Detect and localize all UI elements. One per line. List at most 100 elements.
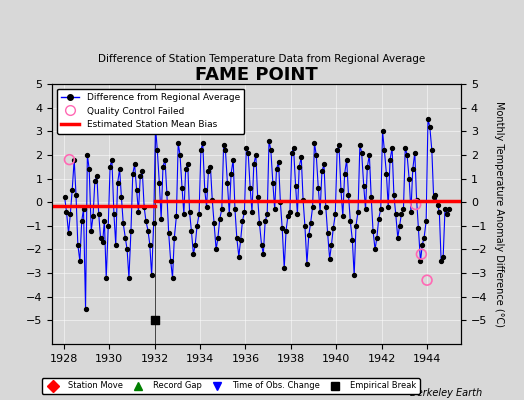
Point <box>144 227 152 234</box>
Point <box>425 123 434 130</box>
Point <box>231 206 239 212</box>
Point <box>223 180 232 186</box>
Legend: Difference from Regional Average, Quality Control Failed, Estimated Station Mean: Difference from Regional Average, Qualit… <box>57 88 245 134</box>
Point <box>125 275 133 281</box>
Point <box>272 166 281 172</box>
Point <box>176 152 184 158</box>
Point <box>386 156 394 163</box>
Point <box>119 220 127 227</box>
Point <box>215 216 224 222</box>
Point <box>93 173 101 179</box>
Point <box>304 232 313 238</box>
Point <box>390 192 398 198</box>
Text: Difference of Station Temperature Data from Regional Average: Difference of Station Temperature Data f… <box>99 54 425 64</box>
Point <box>201 187 209 194</box>
Point <box>66 211 74 217</box>
Point <box>60 194 69 201</box>
Point <box>130 161 139 168</box>
Point <box>312 152 321 158</box>
Point <box>189 251 198 257</box>
Point <box>225 211 234 217</box>
Point <box>83 152 92 158</box>
Point <box>206 164 215 170</box>
Point <box>423 277 431 283</box>
Point <box>66 156 74 163</box>
Point <box>89 213 97 220</box>
Point <box>341 171 349 177</box>
Point <box>151 123 160 130</box>
Point <box>183 161 192 168</box>
Point <box>244 149 253 156</box>
Point <box>301 223 309 229</box>
Point <box>75 258 84 264</box>
Point <box>388 145 396 151</box>
Point <box>348 237 356 243</box>
Point <box>147 272 156 279</box>
Point <box>102 275 111 281</box>
Point <box>318 168 326 175</box>
Point <box>333 147 341 153</box>
Point <box>293 211 302 217</box>
Point <box>414 225 423 231</box>
Point <box>117 194 126 201</box>
Point <box>140 204 148 210</box>
Point <box>72 192 80 198</box>
Point <box>110 211 118 217</box>
Point <box>371 246 379 253</box>
Legend: Station Move, Record Gap, Time of Obs. Change, Empirical Break: Station Move, Record Gap, Time of Obs. C… <box>41 378 420 394</box>
Point <box>94 211 103 217</box>
Point <box>168 275 177 281</box>
Point <box>185 208 194 215</box>
Point <box>254 194 262 201</box>
Point <box>155 180 163 186</box>
Point <box>314 185 322 191</box>
Point <box>417 251 425 257</box>
Point <box>220 142 228 149</box>
Point <box>359 182 368 189</box>
Point <box>64 230 73 236</box>
Title: FAME POINT: FAME POINT <box>195 66 318 84</box>
Point <box>170 234 179 241</box>
Point <box>369 227 377 234</box>
Point <box>331 211 340 217</box>
Point <box>354 208 362 215</box>
Point <box>412 197 421 203</box>
Point <box>352 223 360 229</box>
Point <box>289 145 298 151</box>
Point <box>384 204 392 210</box>
Point <box>241 208 249 215</box>
Point <box>193 223 201 229</box>
Point <box>335 142 343 149</box>
Point <box>108 156 116 163</box>
Point <box>100 218 108 224</box>
Point <box>113 180 122 186</box>
Point <box>136 173 145 179</box>
Point <box>178 185 186 191</box>
Point <box>270 206 279 212</box>
Point <box>378 128 387 134</box>
Point <box>291 182 300 189</box>
Point <box>367 194 375 201</box>
Point <box>362 206 370 212</box>
Point <box>356 142 364 149</box>
Point <box>87 227 95 234</box>
Point <box>445 206 453 212</box>
Point <box>187 227 195 234</box>
Point <box>214 234 222 241</box>
Point <box>180 211 188 217</box>
Point <box>394 234 402 241</box>
Point <box>405 175 413 182</box>
Text: Berkeley Earth: Berkeley Earth <box>410 388 482 398</box>
Point <box>431 192 440 198</box>
Point <box>401 145 409 151</box>
Point <box>307 220 315 227</box>
Point <box>328 242 336 248</box>
Point <box>146 242 154 248</box>
Point <box>261 218 269 224</box>
Point <box>329 225 337 231</box>
Point <box>238 218 247 224</box>
Point <box>424 116 432 123</box>
Point <box>265 138 273 144</box>
Point <box>343 156 351 163</box>
Point <box>221 147 230 153</box>
